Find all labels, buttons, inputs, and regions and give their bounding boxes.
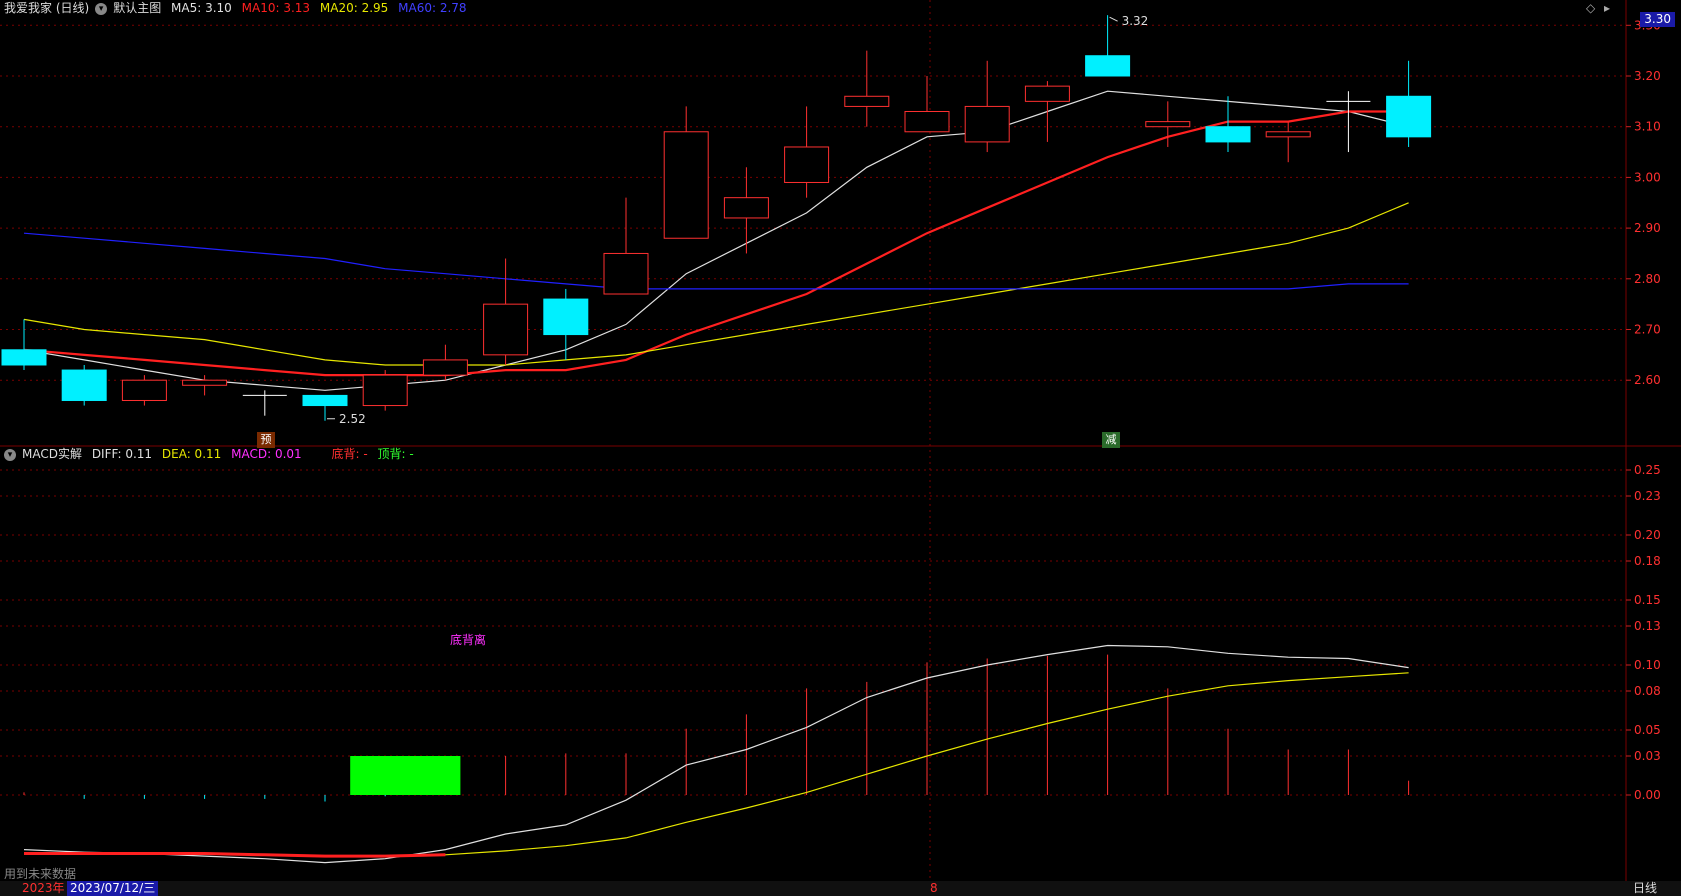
price-tick-label: 3.10 bbox=[1634, 120, 1661, 134]
macd-line-diff bbox=[23, 644, 1409, 864]
macd-signal-block bbox=[350, 756, 461, 795]
macd-tick-label: 0.18 bbox=[1634, 554, 1661, 568]
candle-body bbox=[844, 95, 890, 107]
candle-body bbox=[61, 369, 107, 401]
stock-name: 我爱我家 (日线) bbox=[4, 1, 90, 15]
low-label: 2.52 bbox=[339, 412, 366, 426]
macd-tick-label: 0.10 bbox=[1634, 658, 1661, 672]
ma60-value: MA60: 2.78 bbox=[398, 1, 467, 15]
diamond-icon[interactable]: ◇ bbox=[1586, 1, 1596, 15]
price-tick-label: 3.00 bbox=[1634, 170, 1661, 184]
macd-tick-label: 0.05 bbox=[1634, 723, 1661, 737]
price-tick-label: 3.20 bbox=[1634, 69, 1661, 83]
time-axis-bar bbox=[0, 881, 1681, 896]
main-chart-header: 我爱我家 (日线) ▾ 默认主图 MA5: 3.10 MA10: 3.13 MA20… bbox=[4, 0, 473, 16]
month-mark: 8 bbox=[930, 881, 938, 895]
candle-body bbox=[1085, 55, 1131, 77]
macd-tick-label: 0.00 bbox=[1634, 788, 1661, 802]
macd-tick-label: 0.25 bbox=[1634, 463, 1661, 477]
macd-indicator-name[interactable]: MACD实解 bbox=[22, 447, 82, 461]
candle-body bbox=[663, 131, 709, 239]
macd-value: MACD: 0.01 bbox=[231, 447, 302, 461]
dea-value: DEA: 0.11 bbox=[161, 447, 222, 461]
candle-body bbox=[904, 110, 950, 133]
candle-body bbox=[784, 146, 830, 183]
high-label: 3.32 bbox=[1122, 14, 1149, 28]
candle-body bbox=[1386, 95, 1432, 138]
candle-body bbox=[543, 298, 589, 336]
macd-tick-label: 0.08 bbox=[1634, 684, 1661, 698]
macd-header: ▾ MACD实解 DIFF: 0.11 DEA: 0.11 MACD: 0.01 … bbox=[4, 446, 420, 462]
macd-toggle-icon[interactable]: ▾ bbox=[4, 448, 16, 461]
candle-body bbox=[1024, 85, 1070, 102]
macd-tick-label: 0.13 bbox=[1634, 619, 1661, 633]
candle-body bbox=[302, 394, 348, 407]
candle-body bbox=[964, 105, 1010, 143]
ma-line-ma5 bbox=[23, 90, 1409, 391]
ma-line-ma60 bbox=[23, 232, 1409, 290]
price-tick-label: 2.60 bbox=[1634, 373, 1661, 387]
macd-tick-label: 0.15 bbox=[1634, 593, 1661, 607]
year-label: 2023年 bbox=[22, 881, 65, 895]
candle-body bbox=[362, 374, 408, 407]
ma-line-ma20 bbox=[23, 202, 1409, 366]
ma-line-ma10 bbox=[23, 110, 1409, 377]
candle-body bbox=[603, 252, 649, 295]
candle-body bbox=[1145, 121, 1191, 128]
ma5-value: MA5: 3.10 bbox=[171, 1, 232, 15]
macd-tick-label: 0.03 bbox=[1634, 749, 1661, 763]
candle-body bbox=[1205, 126, 1251, 143]
ma10-value: MA10: 3.13 bbox=[241, 1, 311, 15]
main-indicator-name[interactable]: 默认主图 bbox=[113, 1, 162, 15]
ma20-value: MA20: 2.95 bbox=[319, 1, 389, 15]
pre-signal-badge: 预 bbox=[257, 432, 275, 448]
macd-tick-label: 0.23 bbox=[1634, 489, 1661, 503]
expand-icon[interactable]: ▸ bbox=[1604, 1, 1611, 15]
price-tick-label: 2.70 bbox=[1634, 323, 1661, 337]
high-arrow bbox=[1109, 16, 1118, 22]
divergence-line bbox=[24, 852, 446, 858]
macd-tick-label: 0.20 bbox=[1634, 528, 1661, 542]
price-tick-label: 2.80 bbox=[1634, 272, 1661, 286]
future-data-note: 用到未来数据 bbox=[4, 867, 77, 881]
candle-body bbox=[1, 349, 47, 366]
candle-body bbox=[483, 303, 529, 356]
candle-body bbox=[1265, 131, 1311, 138]
bottom-divergence-label: 底背离 bbox=[450, 633, 487, 647]
candle-body bbox=[723, 197, 769, 219]
indicator-toggle-icon[interactable]: ▾ bbox=[95, 2, 108, 15]
macd-line-dea bbox=[24, 672, 1409, 857]
price-tick-label: 2.90 bbox=[1634, 221, 1661, 235]
cursor-date: 2023/07/12/三 bbox=[67, 881, 159, 896]
candle-body bbox=[182, 379, 228, 386]
candle-body bbox=[422, 359, 468, 376]
minus-signal-badge: 减 bbox=[1102, 432, 1120, 448]
diff-value: DIFF: 0.11 bbox=[91, 447, 153, 461]
bottom-divergence-value: 底背: - bbox=[331, 447, 368, 461]
current-price-tag: 3.30 bbox=[1640, 12, 1675, 27]
period-button[interactable]: 日线 bbox=[1632, 881, 1657, 895]
candle-body bbox=[121, 379, 167, 401]
top-divergence-value: 顶背: - bbox=[377, 447, 414, 461]
